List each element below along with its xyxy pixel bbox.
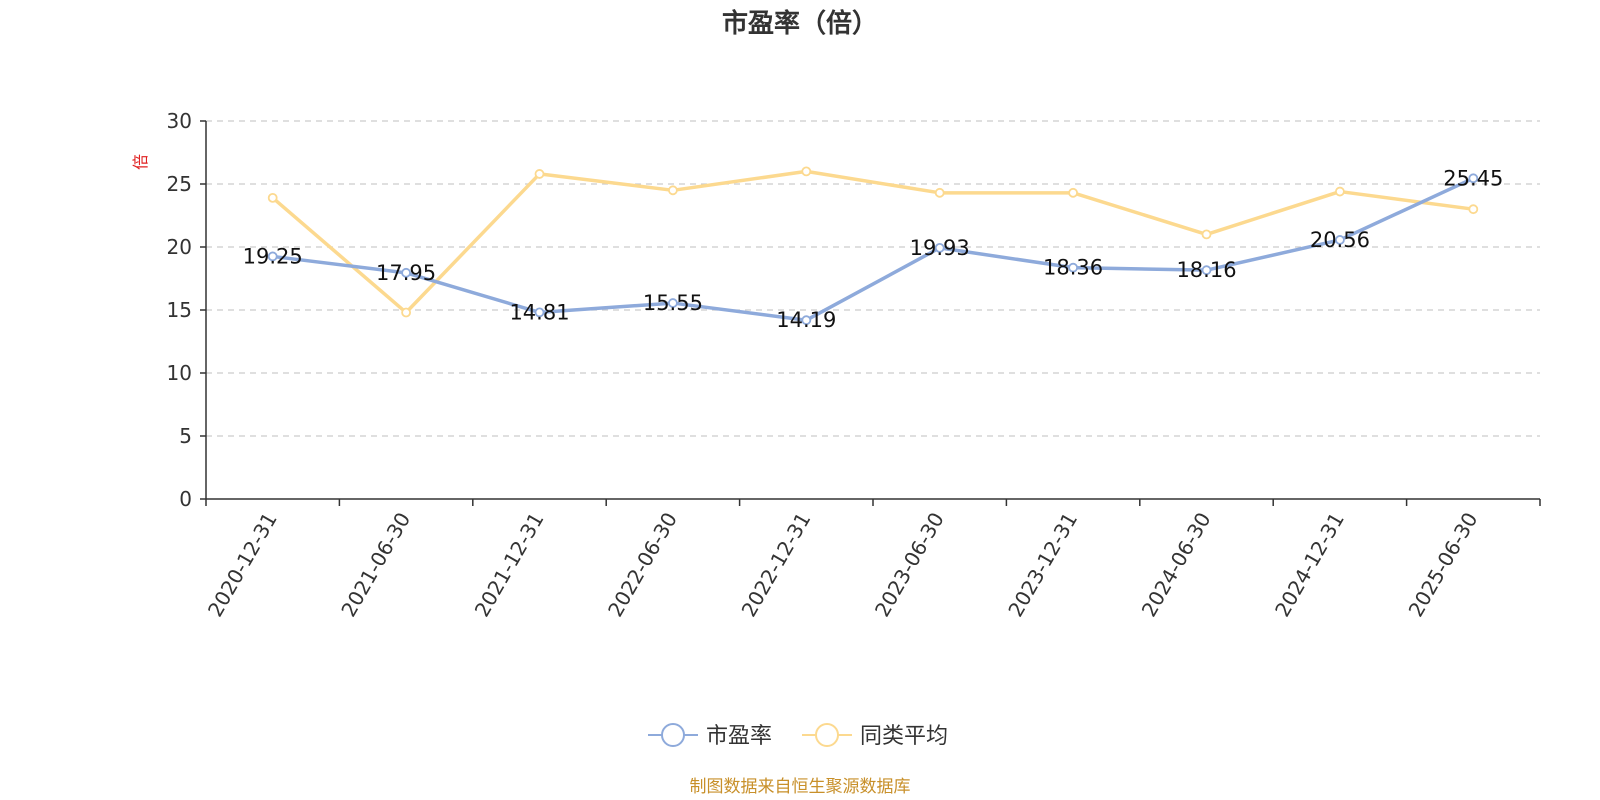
data-label: 14.19 (776, 308, 836, 332)
data-label: 18.16 (1176, 258, 1236, 282)
legend-label: 市盈率 (706, 724, 772, 749)
y-tick-label: 10 (167, 361, 192, 385)
x-tick-label: 2024-06-30 (1137, 508, 1216, 621)
data-point-1[interactable] (801, 166, 812, 177)
series-line-0 (272, 176, 1475, 322)
y-tick-label: 5 (179, 424, 192, 448)
x-tick-label: 2022-12-31 (736, 508, 815, 621)
data-label: 17.95 (376, 261, 436, 285)
data-point-0[interactable] (1468, 173, 1479, 184)
legend-item-1[interactable]: 同类平均 (802, 723, 948, 749)
y-tick-label: 25 (167, 172, 192, 196)
data-point-1[interactable] (1468, 204, 1479, 215)
y-tick-label: 0 (179, 487, 192, 511)
data-point-0[interactable] (267, 251, 278, 262)
data-label: 19.93 (910, 236, 970, 260)
x-tick-label: 2023-06-30 (870, 508, 949, 621)
data-point-0[interactable] (801, 315, 812, 326)
data-point-1[interactable] (1068, 187, 1078, 198)
data-point-0[interactable] (1335, 235, 1345, 245)
data-label: 14.81 (509, 300, 569, 324)
data-label: 20.56 (1310, 228, 1370, 252)
x-tick-label: 2020-12-31 (203, 508, 282, 621)
data-point-1[interactable] (668, 185, 678, 196)
chart-title: 市盈率（倍） (722, 8, 878, 39)
data-point-0[interactable] (401, 267, 412, 278)
x-tick-label: 2021-06-30 (336, 508, 415, 621)
series-line-1 (271, 169, 1474, 315)
x-tick-label: 2022-06-30 (603, 508, 682, 621)
source-footer: 制图数据来自恒生聚源数据库 (690, 777, 911, 797)
data-label: 25.45 (1443, 166, 1503, 190)
series (267, 166, 1479, 326)
legend[interactable]: 市盈率 同类平均 (648, 723, 948, 749)
legend-item-0[interactable]: 市盈率 (648, 723, 772, 749)
data-point-1[interactable] (267, 192, 278, 203)
data-label: 19.25 (243, 244, 303, 268)
legend-marker-icon (661, 723, 685, 747)
data-label: 18.36 (1043, 256, 1103, 280)
legend-label: 同类平均 (860, 724, 948, 749)
legend-marker-icon (815, 723, 839, 747)
data-label: 15.55 (643, 291, 703, 315)
data-point-0[interactable] (1068, 262, 1078, 273)
axes: 0 5 10 15 20 25 30 2020-12-31 2021-06-30 2021-12-… (167, 109, 1541, 621)
data-point-0[interactable] (1201, 265, 1212, 276)
data-labels: 19.25 17.95 14.81 15.55 14.19 19.93 18.36 18.16… (243, 166, 1504, 332)
y-tick-label: 15 (167, 298, 192, 322)
data-point-0[interactable] (668, 298, 678, 308)
y-tick-label: 20 (167, 235, 192, 259)
data-point-1[interactable] (1335, 186, 1345, 197)
x-tick-label: 2023-12-31 (1003, 508, 1082, 621)
data-point-1[interactable] (934, 187, 945, 198)
data-point-1[interactable] (1201, 229, 1212, 240)
grid-lines (206, 120, 1540, 437)
data-point-0[interactable] (934, 242, 945, 253)
x-tick-label: 2024-12-31 (1270, 508, 1349, 621)
data-point-0[interactable] (534, 307, 545, 318)
y-axis-unit-label: 倍 (131, 154, 150, 170)
x-tick-label: 2025-06-30 (1403, 508, 1482, 621)
x-tick-label: 2021-12-31 (470, 508, 549, 621)
data-point-1[interactable] (401, 307, 412, 318)
data-point-1[interactable] (534, 169, 545, 179)
y-tick-label: 30 (167, 109, 192, 133)
